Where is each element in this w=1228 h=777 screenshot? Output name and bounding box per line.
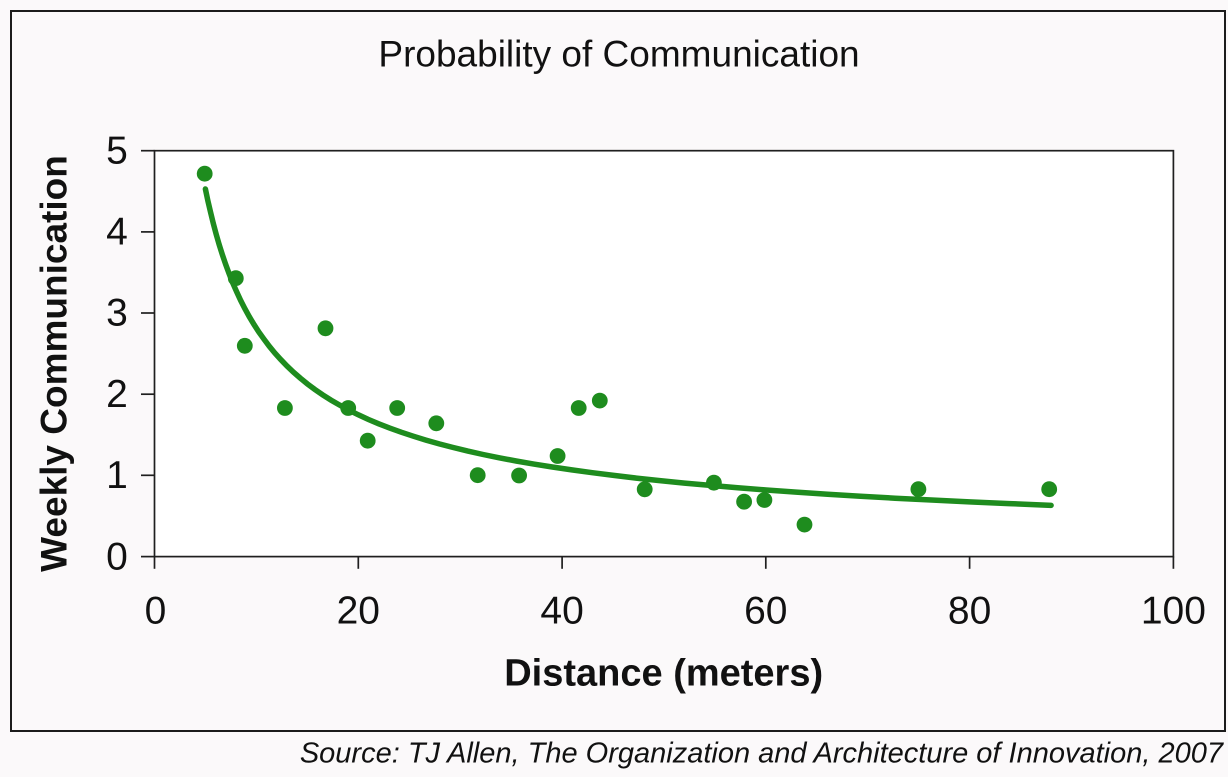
svg-text:40: 40 [540, 590, 583, 633]
svg-text:0: 0 [145, 590, 167, 633]
svg-text:100: 100 [1141, 590, 1206, 633]
svg-text:Source: TJ Allen, The Organiza: Source: TJ Allen, The Organization and A… [300, 737, 1225, 769]
svg-text:2: 2 [106, 373, 128, 416]
svg-text:4: 4 [106, 211, 128, 254]
svg-text:60: 60 [744, 590, 787, 633]
svg-text:20: 20 [337, 590, 380, 633]
svg-text:Weekly Communication: Weekly Communication [34, 155, 75, 572]
svg-text:Probability of Communication: Probability of Communication [378, 33, 859, 74]
svg-text:80: 80 [948, 590, 991, 633]
svg-text:Distance (meters): Distance (meters) [504, 653, 823, 695]
svg-text:3: 3 [106, 292, 128, 335]
svg-text:5: 5 [106, 129, 128, 172]
svg-text:0: 0 [106, 535, 128, 578]
svg-text:1: 1 [106, 454, 128, 497]
